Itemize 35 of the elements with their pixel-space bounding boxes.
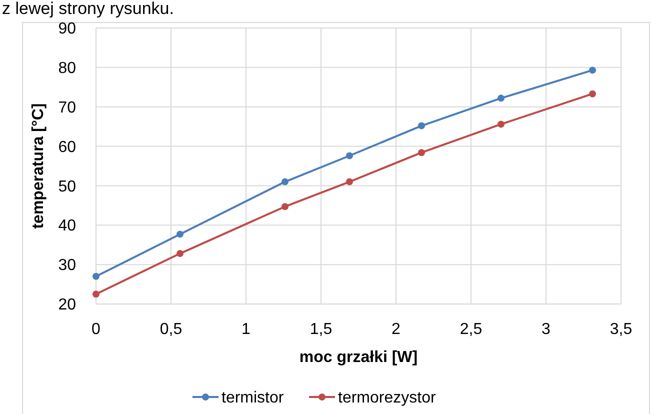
y-tick-label: 40 <box>58 218 76 235</box>
y-tick-label: 70 <box>58 99 76 116</box>
point <box>176 250 184 258</box>
point <box>418 122 425 130</box>
point <box>346 152 353 160</box>
x-tick-label: 1 <box>242 321 251 338</box>
point <box>346 178 353 186</box>
legend-label: termorezystor <box>338 390 436 407</box>
x-tick-label: 1,5 <box>310 321 332 338</box>
point <box>418 149 425 156</box>
x-tick-label: 3 <box>542 321 551 338</box>
y-tick-label: 80 <box>58 60 76 78</box>
point <box>589 66 596 74</box>
point <box>282 203 288 210</box>
x-tick-label: 0 <box>92 321 101 338</box>
x-tick-label: 0,5 <box>160 321 182 338</box>
x-tick-label: 2,5 <box>460 321 482 338</box>
y-axis-title: temperatura [°C] <box>30 103 47 229</box>
x-axis-title: moc grzałki [W] <box>299 349 418 366</box>
y-tick-label: 20 <box>58 296 76 314</box>
y-tick-label: 50 <box>58 178 76 196</box>
point <box>589 90 596 98</box>
point <box>92 290 100 298</box>
point <box>498 120 504 128</box>
x-tick-label: 2 <box>392 321 401 338</box>
point <box>92 272 100 280</box>
point <box>498 94 504 102</box>
legend-label: termistor <box>222 390 284 407</box>
point <box>282 178 288 186</box>
y-tick-label: 90 <box>58 20 76 38</box>
x-tick-label: 3,5 <box>610 321 632 338</box>
text: z lewej strony rysunku. <box>2 0 174 18</box>
y-tick-label: 60 <box>58 138 76 156</box>
y-tick-label: 30 <box>58 257 76 274</box>
point <box>176 230 184 238</box>
